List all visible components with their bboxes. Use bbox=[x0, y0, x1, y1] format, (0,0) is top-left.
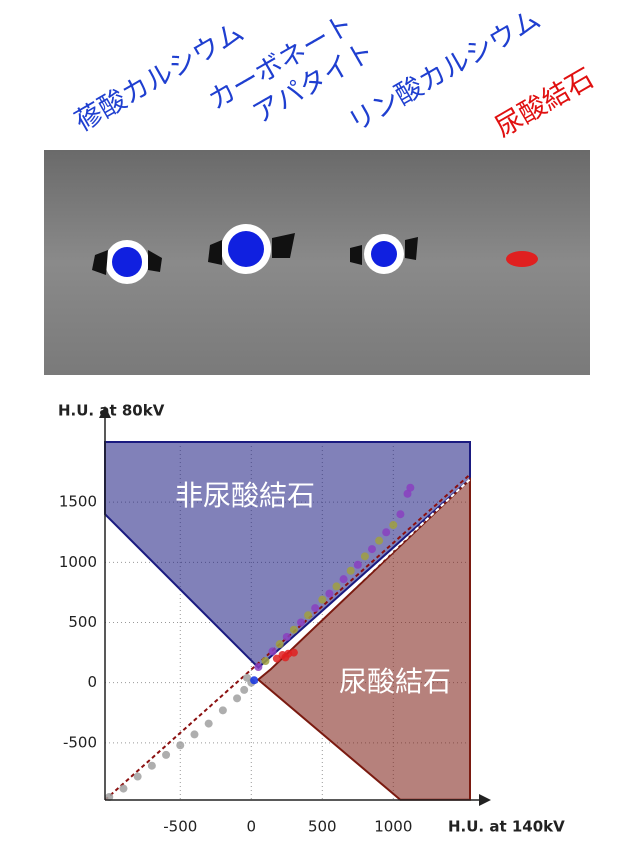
point bbox=[133, 772, 142, 781]
point bbox=[304, 611, 313, 620]
point bbox=[382, 528, 391, 537]
point bbox=[318, 595, 327, 604]
point bbox=[204, 719, 213, 728]
reference-line bbox=[104, 473, 471, 801]
point bbox=[281, 653, 290, 662]
point bbox=[311, 604, 320, 613]
y-tick-label: 0 bbox=[87, 673, 97, 691]
y-tick-label: -500 bbox=[63, 733, 97, 751]
region-label: 尿酸結石 bbox=[339, 665, 451, 698]
point bbox=[254, 663, 263, 672]
point bbox=[243, 673, 252, 682]
point bbox=[289, 625, 298, 634]
point bbox=[268, 647, 277, 656]
point bbox=[403, 489, 412, 498]
point bbox=[375, 536, 384, 545]
y-tick-label: 500 bbox=[68, 613, 97, 631]
point bbox=[105, 792, 114, 801]
point bbox=[396, 510, 405, 519]
point bbox=[147, 761, 156, 770]
ct-image bbox=[44, 150, 590, 375]
x-tick-label: -500 bbox=[163, 818, 197, 836]
point bbox=[368, 545, 377, 554]
point bbox=[261, 657, 270, 666]
point bbox=[218, 706, 227, 715]
point bbox=[240, 685, 249, 694]
point bbox=[406, 483, 415, 492]
point bbox=[353, 560, 362, 569]
ct-label-text: 蓚酸カルシウム bbox=[70, 16, 249, 137]
point bbox=[190, 730, 199, 739]
point bbox=[296, 618, 305, 627]
ct-label: 蓚酸カルシウム bbox=[70, 16, 249, 137]
point bbox=[332, 582, 341, 591]
x-tick-label: 500 bbox=[308, 818, 337, 836]
point bbox=[339, 575, 348, 584]
point bbox=[272, 654, 281, 663]
point bbox=[119, 784, 128, 793]
point bbox=[233, 694, 242, 703]
point bbox=[162, 750, 171, 759]
y-axis-label: H.U. at 80kV bbox=[58, 402, 165, 420]
point bbox=[389, 521, 398, 530]
point bbox=[176, 741, 185, 750]
x-axis-label: H.U. at 140kV bbox=[448, 818, 565, 836]
ct-label-text: 尿酸結石 bbox=[490, 63, 599, 144]
y-tick-label: 1500 bbox=[59, 493, 97, 511]
ct-label: 尿酸結石 bbox=[490, 63, 599, 144]
region-label: 非尿酸結石 bbox=[175, 479, 315, 512]
point bbox=[346, 566, 355, 575]
y-tick-label: 1000 bbox=[59, 553, 97, 571]
point bbox=[275, 640, 284, 649]
point bbox=[289, 648, 298, 657]
point bbox=[325, 589, 334, 598]
point bbox=[282, 632, 291, 641]
x-tick-label: 0 bbox=[247, 818, 257, 836]
point bbox=[250, 676, 259, 685]
x-tick-label: 1000 bbox=[374, 818, 412, 836]
point bbox=[360, 552, 369, 561]
reference-line bbox=[250, 478, 471, 684]
